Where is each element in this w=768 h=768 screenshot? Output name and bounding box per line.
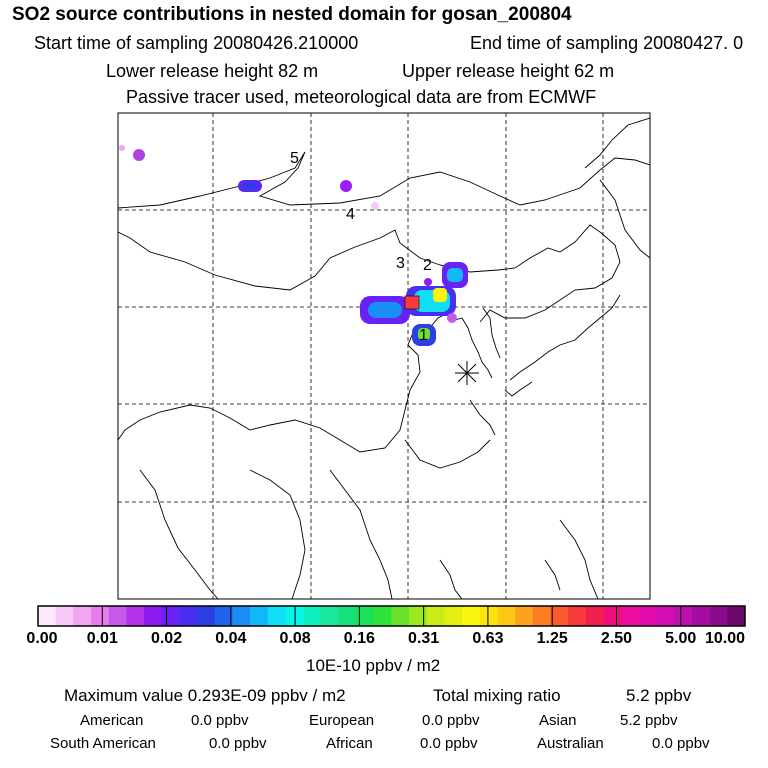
end-sampling-text: End time of sampling 20080427. 0 [470,33,744,53]
colorbar-cell [55,606,74,626]
region-value-african: 0.0 ppbv [420,735,478,752]
colorbar-cell [232,606,251,626]
colorbar-cell [91,606,110,626]
region-name-asian: Asian [539,712,577,729]
colorbar-cell [250,606,269,626]
region-name-australian: Australian [537,735,604,752]
region-name-south-american: South American [50,735,156,752]
start-sampling-text: Start time of sampling 20080426.210000 [34,33,359,53]
colorbar-cell [691,606,710,626]
colorbar-tick-label: 10.00 [704,630,746,647]
colorbar-cell [356,606,375,626]
total-mixing-ratio-label: Total mixing ratio [433,686,561,705]
colorbar-frame [37,605,746,627]
colorbar-cell [621,606,640,626]
colorbar [37,605,746,627]
colorbar-cell [320,606,339,626]
site-label-4: 4 [346,206,355,223]
colorbar-cell [462,606,481,626]
colorbar-cell [391,606,410,626]
maximum-value-text: Maximum value 0.293E-09 ppbv / m2 [64,686,346,705]
colorbar-cell [126,606,145,626]
lat-lon-grid [118,113,650,599]
upper-release-text: Upper release height 62 m [402,61,615,81]
colorbar-cell [285,606,304,626]
colorbar-tick-label: 5.00 [665,630,697,647]
colorbar-cell [515,606,534,626]
colorbar-cell [303,606,322,626]
colorbar-cell [568,606,587,626]
colorbar-cell [338,606,357,626]
colorbar-tick-label: 0.16 [343,630,375,647]
colorbar-cell [197,606,216,626]
colorbar-cell [161,606,180,626]
colorbar-tick-label: 0.04 [215,630,247,647]
region-value-australian: 0.0 ppbv [652,735,710,752]
colorbar-cell [532,606,551,626]
colorbar-tick-label: 2.50 [600,630,633,647]
tracer-note-text: Passive tracer used, meteorological data… [126,87,597,107]
colorbar-cell [373,606,392,626]
colorbar-cell [497,606,516,626]
colorbar-cell [179,606,198,626]
colorbar-cell [656,606,675,626]
colorbar-cell [73,606,92,626]
colorbar-cell [585,606,604,626]
colorbar-cell [409,606,428,626]
colorbar-cell [108,606,127,626]
colorbar-cell [214,606,233,626]
station-star-icon [455,361,479,385]
coastlines-borders [118,117,650,599]
colorbar-tick-label: 0.00 [26,630,58,647]
colorbar-cell [638,606,657,626]
region-value-european: 0.0 ppbv [422,712,480,729]
region-value-asian: 5.2 ppbv [620,712,678,729]
colorbar-cell [674,606,693,626]
colorbar-tick-label: 0.08 [279,630,311,647]
colorbar-cell [727,606,746,626]
colorbar-tick-label: 1.25 [536,630,568,647]
site-label-1: 1 [419,327,428,344]
site-label-5: 5 [290,150,299,167]
colorbar-cell [709,606,728,626]
colorbar-tick-label: 0.01 [86,630,118,647]
colorbar-unit-label: 10E-10 ppbv / m2 [306,656,441,675]
region-name-african: African [326,735,373,752]
colorbar-tick-label: 0.63 [472,630,504,647]
colorbar-cell [603,606,622,626]
region-name-european: European [309,712,375,729]
site-label-3: 3 [396,255,405,272]
site-label-2: 2 [423,257,432,274]
colorbar-cell [550,606,569,626]
colorbar-tick-label: 0.02 [150,630,183,647]
colorbar-cell [426,606,445,626]
colorbar-cell [144,606,163,626]
colorbar-cell [479,606,498,626]
region-name-american: American [80,712,144,729]
map-title: SO2 source contributions in nested domai… [12,4,572,25]
region-value-american: 0.0 ppbv [191,712,249,729]
colorbar-cell [38,606,56,626]
lower-release-text: Lower release height 82 m [106,61,319,81]
colorbar-tick-label: 0.31 [408,630,440,647]
colorbar-cell [267,606,286,626]
concentration-patches [119,145,468,346]
total-mixing-ratio-value: 5.2 ppbv [626,686,692,705]
region-value-south-american: 0.0 ppbv [209,735,267,752]
colorbar-cell [444,606,463,626]
